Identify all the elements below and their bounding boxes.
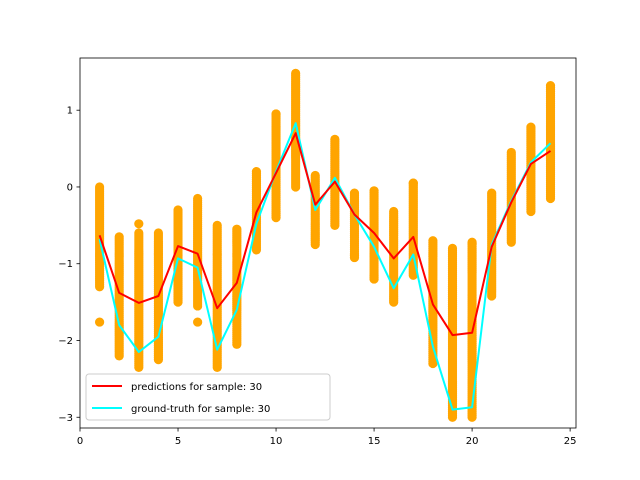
scatter-point [349, 252, 360, 263]
predictions-line [98, 132, 552, 337]
ground-truth-line [98, 122, 552, 411]
y-tick-label: −2 [58, 336, 73, 347]
scatter-point [173, 297, 183, 307]
x-tick-label: 0 [77, 436, 83, 447]
scatter-point [467, 239, 477, 249]
scatter-point [408, 270, 418, 280]
scatter-point [408, 178, 418, 188]
series-lines [98, 122, 552, 411]
scatter-point [487, 291, 497, 301]
scatter-point [310, 239, 320, 250]
x-tick-label: 10 [270, 436, 283, 447]
legend-box [85, 373, 331, 421]
scatter-point [193, 317, 203, 327]
scatter-point [291, 182, 301, 192]
scatter-point [193, 301, 203, 311]
x-tick-label: 25 [564, 436, 577, 447]
scatter-point [526, 206, 536, 217]
scatter-point [389, 297, 399, 307]
scatter-point [153, 355, 164, 365]
scatter-point [212, 362, 222, 372]
scatter-point [114, 351, 124, 361]
scatter-point [134, 362, 144, 372]
y-tick-label: −1 [58, 259, 73, 270]
scatter-point [271, 109, 281, 119]
scatter-point [506, 237, 516, 247]
scatter-point [545, 193, 556, 204]
scatter-point [467, 412, 477, 422]
axes-frame [79, 57, 577, 429]
scatter-point [330, 220, 340, 230]
x-axis: 0 5 10 15 20 25 [77, 428, 577, 447]
scatter-point [428, 358, 438, 369]
scatter-point [447, 412, 458, 422]
scatter-point [369, 274, 379, 284]
legend-label-predictions: predictions for sample: 30 [131, 382, 262, 393]
scatter-point [232, 339, 242, 349]
x-tick-label: 5 [175, 436, 181, 447]
legend-label-ground-truth: ground-truth for sample: 30 [131, 404, 270, 415]
y-tick-label: 0 [67, 182, 73, 193]
x-tick-label: 15 [368, 436, 381, 447]
y-axis: −3 −2 −1 0 1 [58, 106, 80, 424]
y-tick-label: −3 [58, 413, 73, 424]
scatter-point [134, 219, 144, 229]
scatter-point [95, 282, 105, 292]
scatter-point [271, 213, 281, 223]
scatter-point [95, 317, 105, 327]
legend: predictions for sample: 30 ground-truth … [85, 373, 331, 421]
sample-scatter [95, 68, 556, 422]
x-tick-label: 20 [466, 436, 479, 447]
y-tick-label: 1 [67, 106, 73, 117]
scatter-point [251, 245, 262, 255]
